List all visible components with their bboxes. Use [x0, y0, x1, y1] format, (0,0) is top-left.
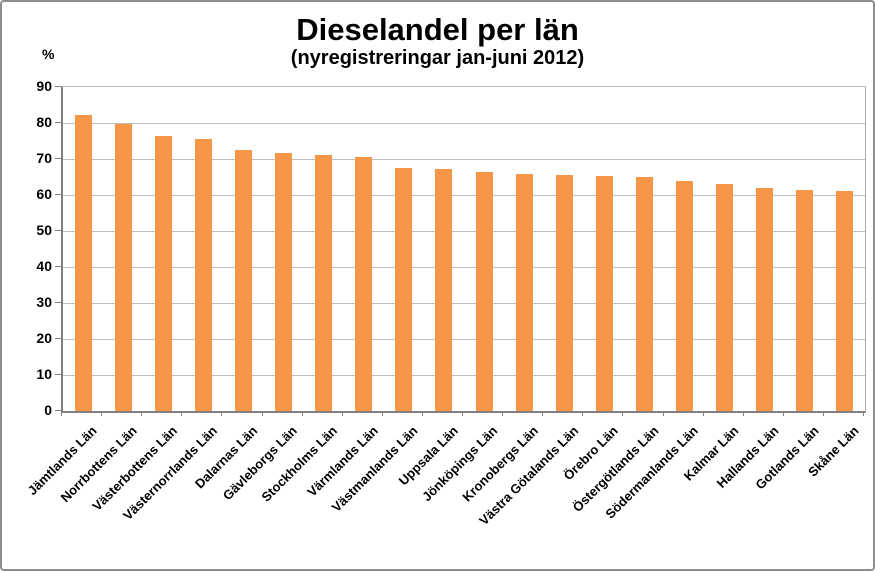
bar — [836, 190, 854, 411]
bar — [275, 152, 293, 411]
bar — [355, 156, 373, 411]
bar — [475, 171, 493, 411]
bar — [676, 181, 694, 411]
y-axis-tick — [55, 122, 61, 123]
y-axis-tick-label: 50 — [36, 222, 52, 238]
chart-subtitle: (nyregistreringar jan-juni 2012) — [290, 47, 585, 69]
bar — [154, 135, 172, 411]
gridline — [63, 267, 865, 268]
x-axis-tick — [863, 412, 864, 416]
y-axis-tick — [55, 86, 61, 87]
x-axis-tick — [181, 412, 183, 416]
category-label: Värmlands Län — [303, 423, 381, 500]
x-axis-tick — [782, 412, 784, 416]
x-axis-tick — [301, 412, 303, 416]
bar — [114, 124, 132, 411]
bar — [555, 175, 573, 411]
x-axis-tick — [742, 412, 744, 416]
x-axis-tick — [341, 412, 343, 416]
y-axis-tick-label: 30 — [36, 294, 52, 310]
y-axis-tick-label: 20 — [36, 330, 52, 346]
gridline — [63, 123, 865, 124]
y-axis-tick — [55, 302, 61, 303]
x-axis-tick — [421, 412, 423, 416]
y-axis-tick — [55, 410, 61, 411]
y-axis-tick-label: 80 — [36, 114, 52, 130]
bar — [796, 189, 814, 411]
y-axis-tick-label: 60 — [36, 186, 52, 202]
x-axis-tick — [582, 412, 584, 416]
bar — [515, 174, 533, 411]
gridline — [63, 231, 865, 232]
bar — [234, 149, 252, 411]
gridline — [63, 375, 865, 376]
bar — [74, 115, 92, 411]
bar — [435, 169, 453, 411]
x-axis-tick — [141, 412, 143, 416]
y-axis-tick-label: 0 — [44, 402, 52, 418]
y-axis-tick — [55, 230, 61, 231]
bar — [595, 175, 613, 411]
x-axis-tick — [622, 412, 624, 416]
x-axis-tick — [542, 412, 544, 416]
y-axis-tick — [55, 374, 61, 375]
x-axis-tick — [662, 412, 664, 416]
y-axis-tick — [55, 338, 61, 339]
x-axis-tick — [502, 412, 504, 416]
bar — [395, 167, 413, 411]
bar — [194, 138, 212, 411]
x-axis-tick — [822, 412, 824, 416]
y-axis-tick — [55, 266, 61, 267]
bar — [756, 188, 774, 411]
x-axis-tick — [61, 412, 62, 416]
x-axis-tick — [702, 412, 704, 416]
x-axis-tick — [381, 412, 383, 416]
gridline — [63, 303, 865, 304]
bar — [315, 155, 333, 411]
y-axis-tick-label: 10 — [36, 366, 52, 382]
y-axis-tick-label: 70 — [36, 150, 52, 166]
y-axis-unit-label: % — [42, 46, 55, 62]
gridline — [63, 195, 865, 196]
x-axis-tick — [221, 412, 223, 416]
y-axis-tick-label: 40 — [36, 258, 52, 274]
y-axis-tick — [55, 194, 61, 195]
gridline — [63, 339, 865, 340]
plot-area — [61, 86, 866, 413]
x-axis-tick — [261, 412, 263, 416]
category-label: Jämtlands Län — [24, 423, 100, 498]
chart-title: Dieselandel per län — [296, 12, 579, 47]
y-axis-tick — [55, 158, 61, 159]
gridline — [63, 159, 865, 160]
y-axis-tick-label: 90 — [36, 78, 52, 94]
bar — [716, 184, 734, 411]
x-axis-tick — [462, 412, 463, 416]
bar — [635, 176, 653, 411]
x-axis-tick — [101, 412, 103, 416]
